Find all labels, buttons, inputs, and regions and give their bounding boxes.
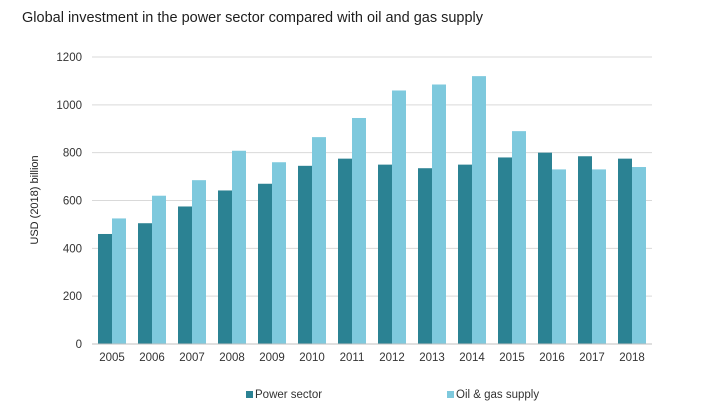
bar-oil-gas-supply [352, 117, 366, 344]
bar-power-sector [418, 168, 432, 344]
bar-oil-gas-supply [312, 137, 326, 344]
x-tick-label: 2005 [99, 352, 125, 364]
y-tick-label: 200 [63, 291, 82, 303]
bar-power-sector [298, 165, 312, 344]
bar-power-sector [258, 183, 272, 344]
x-tick-label: 2013 [419, 352, 445, 364]
x-tick-label: 2012 [379, 352, 405, 364]
x-tick-label: 2016 [539, 352, 565, 364]
axes: 0 200 400 600 800 1000 1200 2005 2006 2007 2008 200… [56, 52, 652, 364]
bar-oil-gas-supply [432, 84, 446, 345]
x-tick-label: 2007 [179, 352, 205, 364]
bars [98, 76, 646, 345]
bar-oil-gas-supply [512, 131, 526, 344]
bar-oil-gas-supply [392, 90, 406, 344]
bar-power-sector [578, 156, 592, 344]
bar-power-sector [138, 223, 152, 344]
bar-power-sector [538, 152, 552, 344]
legend: Power sector Oil & gas supply [246, 389, 539, 401]
legend-item: Oil & gas supply [447, 389, 539, 401]
y-tick-label: 600 [63, 196, 82, 208]
y-tick-label: 1200 [56, 52, 82, 64]
y-tick-label: 0 [76, 339, 82, 351]
x-tick-label: 2011 [340, 352, 365, 364]
bar-oil-gas-supply [152, 195, 166, 344]
bar-power-sector [338, 158, 352, 344]
chart-title: Global investment in the power sector co… [22, 10, 484, 26]
bar-power-sector [498, 157, 512, 344]
y-tick-label: 800 [63, 148, 82, 160]
x-tick-label: 2006 [139, 352, 165, 364]
gridlines [92, 56, 652, 297]
x-tick-label: 2014 [459, 352, 485, 364]
x-tick-label: 2009 [259, 352, 285, 364]
bar-oil-gas-supply [592, 169, 606, 344]
bar-oil-gas-supply [192, 180, 206, 344]
legend-item: Power sector [246, 389, 322, 401]
y-axis-title: USD (2018) billion [29, 155, 41, 244]
x-tick-label: 2015 [499, 352, 525, 364]
bar-power-sector [458, 164, 472, 344]
bar-power-sector [218, 190, 232, 344]
bar-oil-gas-supply [232, 150, 246, 344]
bar-power-sector [618, 158, 632, 344]
bar-power-sector [378, 164, 392, 344]
x-tick-label: 2018 [619, 352, 645, 364]
bar-oil-gas-supply [272, 162, 286, 344]
legend-swatch [447, 391, 454, 398]
bar-oil-gas-supply [552, 169, 566, 344]
legend-label: Power sector [255, 389, 322, 401]
legend-label: Oil & gas supply [456, 389, 539, 401]
bar-oil-gas-supply [472, 76, 486, 344]
bar-oil-gas-supply [112, 218, 126, 344]
x-tick-label: 2017 [579, 352, 605, 364]
y-tick-label: 400 [63, 243, 82, 255]
legend-swatch [246, 391, 253, 398]
bar-power-sector [98, 233, 112, 344]
bar-oil-gas-supply [632, 167, 646, 344]
bar-power-sector [178, 206, 192, 344]
x-tick-label: 2010 [299, 352, 325, 364]
x-tick-label: 2008 [219, 352, 245, 364]
y-tick-label: 1000 [56, 100, 82, 112]
